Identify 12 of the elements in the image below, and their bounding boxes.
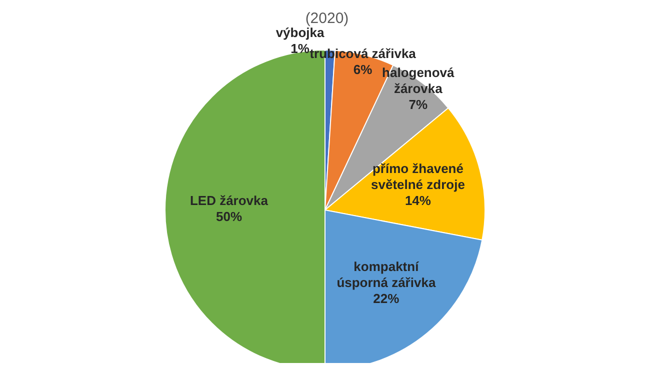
slice-label: LED žárovka <box>190 193 269 208</box>
slice-label: trubicová zářivka <box>310 46 417 62</box>
data-label: 7% <box>408 97 428 112</box>
data-label: 50% <box>216 209 242 224</box>
data-label: 1% <box>290 42 310 57</box>
data-label: 6% <box>353 62 373 78</box>
text: (2020) <box>304 10 350 27</box>
slice-label: výbojka <box>276 26 325 41</box>
data-label: 14% <box>404 194 432 209</box>
slice-label: kompaktní úsporná zářivka <box>336 259 436 290</box>
slice-label: přímo žhavené světelné zdroje <box>371 162 465 193</box>
data-label: 22% <box>373 291 400 306</box>
